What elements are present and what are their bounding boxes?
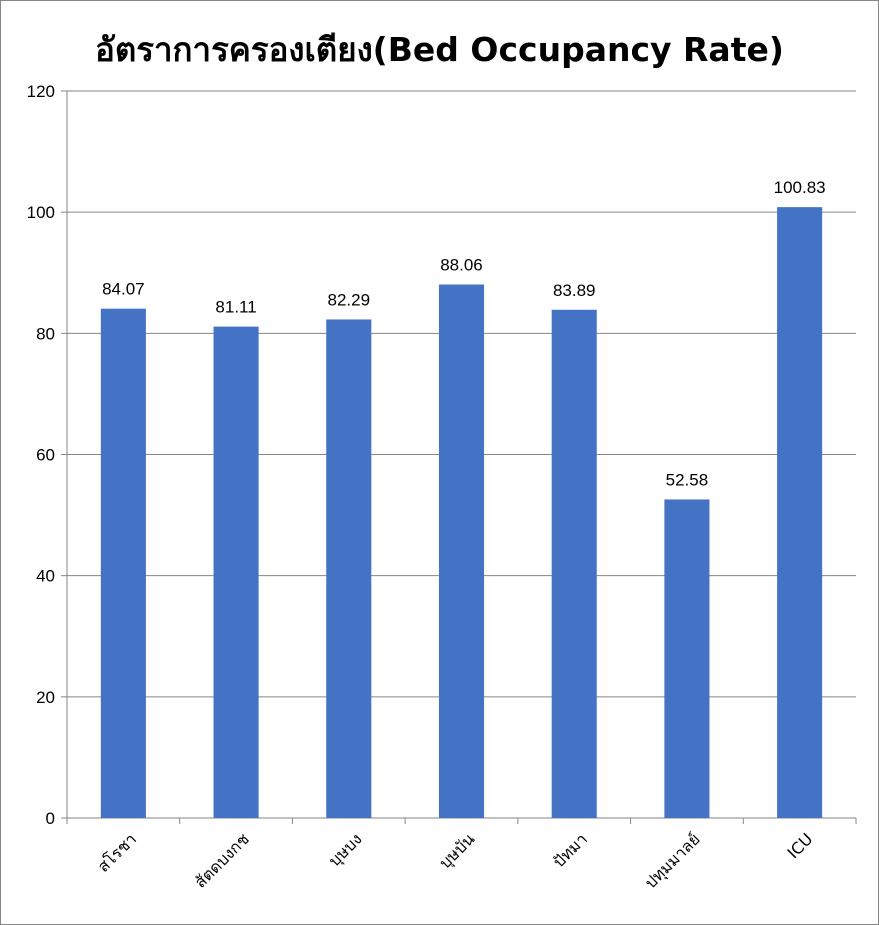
bar-6 <box>664 499 710 818</box>
x-tick-label: สโรชา <box>94 829 141 876</box>
y-tick-label: 20 <box>36 688 55 707</box>
x-tick-label: ปทุมมาลย์ <box>641 829 705 893</box>
bar-7 <box>777 207 823 818</box>
x-tick-label: สัตดบงกช <box>191 829 253 891</box>
bar-5 <box>551 309 597 818</box>
data-label: 100.83 <box>774 178 826 197</box>
bar-2 <box>213 326 259 818</box>
x-tick-label: ICU <box>784 829 817 862</box>
bar-3 <box>326 319 372 818</box>
y-tick-label: 60 <box>36 446 55 465</box>
bar-1 <box>100 308 146 818</box>
y-tick-label: 80 <box>36 324 55 343</box>
y-tick-label: 120 <box>27 82 55 101</box>
chart-title: อัตราการครองเตียง(Bed Occupancy Rate) <box>95 30 784 69</box>
data-label: 81.11 <box>215 298 256 317</box>
x-tick-label: ปัทมา <box>549 829 591 871</box>
y-tick-label: 100 <box>27 203 55 222</box>
x-tick-label: บุษบง <box>325 829 366 870</box>
data-label: 83.89 <box>553 281 596 300</box>
bars <box>100 207 823 818</box>
data-label: 84.07 <box>102 280 145 299</box>
y-tick-label: 40 <box>36 567 55 586</box>
bar-4 <box>438 284 485 818</box>
x-tick-label: บุษบัน <box>435 829 479 873</box>
data-label: 52.58 <box>666 470 709 489</box>
data-label: 88.06 <box>440 256 483 275</box>
y-tick-label: 0 <box>46 809 55 828</box>
data-label: 82.29 <box>328 290 371 309</box>
